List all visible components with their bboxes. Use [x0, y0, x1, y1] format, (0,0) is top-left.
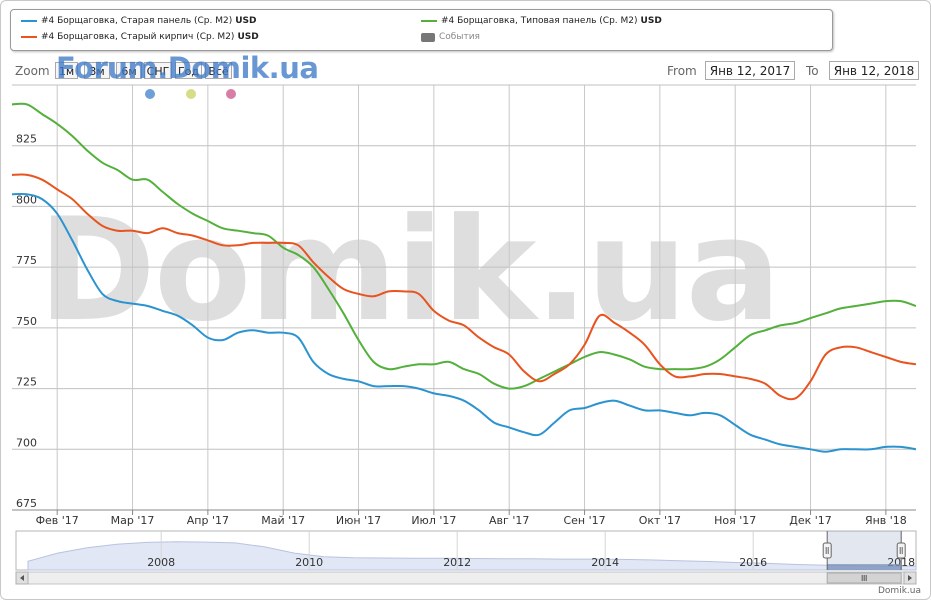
y-tick-label: 750	[16, 315, 37, 328]
x-tick-label: Авг '17	[489, 514, 529, 527]
x-tick-label: Май '17	[261, 514, 305, 527]
x-tick-label: Ноя '17	[714, 514, 756, 527]
zoom-1m-button[interactable]: 1м	[55, 62, 78, 79]
series-swatch	[421, 20, 437, 22]
y-tick-label: 775	[16, 254, 37, 267]
events-swatch	[421, 32, 435, 42]
forum-watermark: Forum.Domik.ua	[56, 51, 319, 85]
legend-label: События	[439, 32, 480, 42]
range-from-input[interactable]: Янв 12, 2017	[705, 61, 795, 80]
domik-watermark: Domik.ua	[38, 188, 781, 353]
event-dot-yellow[interactable]	[186, 89, 196, 99]
x-tick-label: Июн '17	[336, 514, 381, 527]
legend-label: #4 Борщаговка, Типовая панель (Ср. М2)	[441, 16, 638, 26]
zoom-3m-button[interactable]: 3м	[84, 62, 110, 79]
scroll-right-icon	[908, 575, 912, 581]
legend-unit: USD	[235, 16, 257, 26]
legend-label: #4 Борщаговка, Старая панель (Ср. М2)	[41, 16, 233, 26]
zoom-ytd-button[interactable]: СНГ	[144, 62, 172, 79]
x-tick-label: Июл '17	[411, 514, 456, 527]
zoom-label: Zoom	[15, 64, 50, 78]
scroll-left-icon	[20, 575, 24, 581]
y-tick-label: 800	[16, 193, 37, 206]
legend-item-events[interactable]: События	[421, 32, 480, 42]
event-dot-pink[interactable]	[226, 89, 236, 99]
range-to-input[interactable]: Янв 12, 2018	[829, 61, 919, 80]
series-swatch	[21, 36, 37, 38]
y-tick-label: 725	[16, 376, 37, 389]
navigator-handle-left	[822, 542, 832, 559]
y-tick-label: 700	[16, 436, 37, 449]
y-tick-label: 825	[16, 133, 37, 146]
x-tick-label: Сен '17	[563, 514, 605, 527]
series-swatch	[21, 20, 37, 22]
navigator-year-label: 2016	[739, 556, 767, 569]
zoom-6m-button[interactable]: 6м	[116, 62, 142, 79]
navigator-year-label: 2014	[591, 556, 619, 569]
legend-item-old-brick[interactable]: #4 Борщаговка, Старый кирпич (Ср. М2) US…	[21, 32, 259, 42]
x-tick-label: Дек '17	[789, 514, 832, 527]
legend: #4 Борщаговка, Старая панель (Ср. М2) US…	[10, 9, 833, 51]
event-dot-blue[interactable]	[145, 89, 155, 99]
range-to-label: To	[806, 64, 819, 78]
legend-unit: USD	[237, 32, 259, 42]
scrollbar-track	[15, 571, 917, 585]
navigator-selection-base	[827, 564, 902, 570]
navigator-year-label: 2008	[147, 556, 175, 569]
navigator-handle-right	[896, 542, 906, 559]
y-tick-label: 675	[16, 497, 37, 510]
x-tick-label: Апр '17	[187, 514, 229, 527]
x-tick-label: Мар '17	[111, 514, 155, 527]
navigator-selection	[827, 531, 902, 570]
zoom-all-button[interactable]: Всё	[205, 62, 232, 79]
x-tick-label: Янв '18	[865, 514, 907, 527]
x-tick-label: Фев '17	[36, 514, 79, 527]
legend-label: #4 Борщаговка, Старый кирпич (Ср. М2)	[41, 32, 235, 42]
legend-item-typical-panel[interactable]: #4 Борщаговка, Типовая панель (Ср. М2) U…	[421, 16, 662, 26]
x-tick-label: Окт '17	[639, 514, 681, 527]
series-line-old-brick	[12, 173, 916, 401]
legend-item-old-panel[interactable]: #4 Борщаговка, Старая панель (Ср. М2) US…	[21, 16, 257, 26]
range-from-label: From	[667, 64, 697, 78]
credit-link[interactable]: Domik.ua	[878, 586, 921, 596]
navigator-year-label: 2010	[295, 556, 323, 569]
zoom-year-button[interactable]: Год	[175, 62, 202, 79]
series-line-typical-panel	[12, 102, 916, 390]
legend-unit: USD	[640, 16, 662, 26]
navigator-year-label: 2012	[443, 556, 471, 569]
series-line-old-panel	[12, 192, 916, 453]
